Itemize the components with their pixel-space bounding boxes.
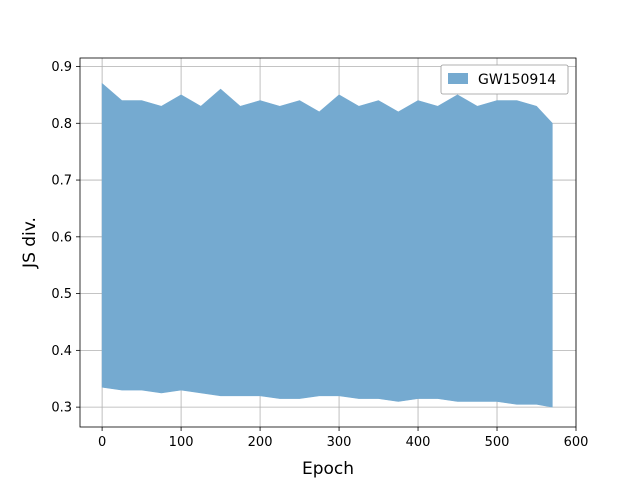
series-area-layer <box>101 82 553 408</box>
x-tick-label: 100 <box>169 435 194 450</box>
x-tick-label: 600 <box>564 435 589 450</box>
y-tick-label: 0.5 <box>51 287 72 302</box>
y-tick-label: 0.3 <box>51 401 72 416</box>
x-tick-label: 200 <box>248 435 273 450</box>
legend-label: GW150914 <box>478 72 556 88</box>
y-tick-label: 0.6 <box>51 230 72 245</box>
legend-box <box>440 64 569 95</box>
plot-frame <box>79 57 577 428</box>
y-tick-label: 0.7 <box>51 174 72 189</box>
legend-swatch <box>448 73 468 84</box>
y-tick-label: 0.9 <box>51 60 72 75</box>
x-axis-label: Epoch <box>302 459 354 479</box>
y-tick-label: 0.4 <box>51 344 72 359</box>
y-axis-label: JS div. <box>20 217 40 269</box>
legend: GW150914 <box>440 64 569 95</box>
y-ticks: 0.3 0.4 0.5 0.6 0.7 0.8 0.9 <box>51 60 80 416</box>
y-tick-label: 0.8 <box>51 117 72 132</box>
x-tick-label: 400 <box>406 435 431 450</box>
x-tick-label: 0 <box>98 435 106 450</box>
x-tick-label: 500 <box>485 435 510 450</box>
series-area-gw150914 <box>101 82 553 408</box>
x-ticks: 0 100 200 300 400 500 600 <box>98 427 588 450</box>
x-tick-label: 300 <box>327 435 352 450</box>
